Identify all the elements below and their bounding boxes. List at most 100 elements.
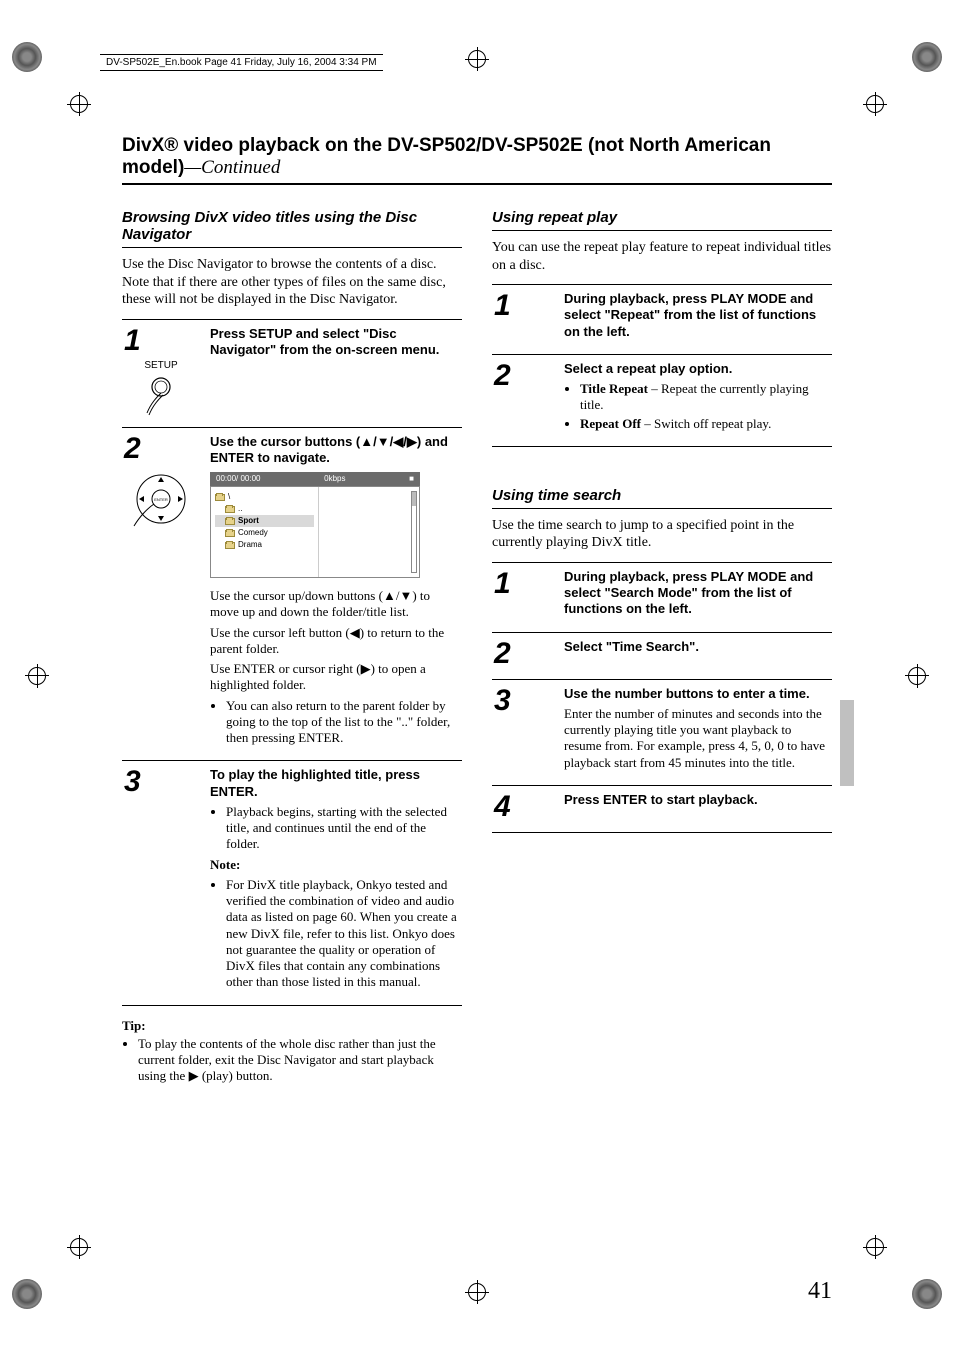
intro-text: Use the Disc Navigator to browse the con… [122,256,462,309]
step-bullet: You can also return to the parent folder… [226,698,462,747]
step-heading: Select "Time Search". [564,639,832,655]
registration-mark-icon [70,1238,88,1256]
step-1: 1 SETUP Press SETUP and sele [122,320,462,428]
option-desc: – Switch off repeat play. [641,416,771,431]
repeat-step-2: 2 Select a repeat play option. Title Rep… [492,355,832,447]
tip-block: Tip: To play the contents of the whole d… [122,1018,462,1085]
tip-text: To play the contents of the whole disc r… [138,1036,462,1085]
registration-mark-icon [866,95,884,113]
option-label: Title Repeat [580,381,648,396]
registration-mark-icon [866,1238,884,1256]
step-heading: Press SETUP and select "Disc Navigator" … [210,326,462,359]
text-fragment: Use the cursor buttons ( [210,434,360,449]
registration-mark-icon [468,1283,486,1301]
step-number: 2 [124,434,141,464]
step-text: Use ENTER or cursor right (▶) to open a … [210,661,462,694]
step-heading: Press ENTER to start playback. [564,792,832,808]
step-bullet: Playback begins, starting with the selec… [226,804,462,853]
svg-text:ENTER: ENTER [154,497,168,502]
cursor-pad-icon: ENTER [132,468,190,528]
setup-label: SETUP [144,360,177,371]
folder-icon [225,518,235,525]
step-number: 2 [494,361,511,391]
step-3: 3 To play the highlighted title, press E… [122,761,462,1005]
nav-kbps: 0kbps [324,474,345,484]
folder-icon [225,530,235,537]
step-heading: Use the number buttons to enter a time. [564,686,832,702]
intro-text: You can use the repeat play feature to r… [492,239,832,274]
right-arrow-icon: ▶ [361,661,371,676]
text-fragment: Use the cursor left button ( [210,625,350,640]
folder-name: Drama [238,540,262,550]
down-arrow-icon: ▼ [377,434,390,449]
step-text: Enter the number of minutes and seconds … [564,706,832,771]
up-arrow-icon: ▲ [383,588,396,603]
page-content: DivX® video playback on the DV-SP502/DV-… [122,135,832,1085]
scrollbar [411,491,417,573]
text-fragment: (play) button. [199,1068,273,1083]
text-fragment: Use the cursor up/down buttons ( [210,588,383,603]
intro-text: Use the time search to jump to a specifi… [492,517,832,552]
folder-icon [215,494,225,501]
section-heading-repeat: Using repeat play [492,209,832,231]
down-arrow-icon: ▼ [399,588,412,603]
step-2: 2 ENTER [122,428,462,762]
folder-icon [225,506,235,513]
option-label: Repeat Off [580,416,641,431]
timesearch-step-2: 2 Select "Time Search". [492,633,832,680]
step-heading: Use the cursor buttons (▲/▼/◀/▶) and ENT… [210,434,462,467]
left-arrow-icon: ◀ [393,434,403,449]
step-heading: During playback, press PLAY MODE and sel… [564,291,832,340]
document-header: DV-SP502E_En.book Page 41 Friday, July 1… [100,54,383,71]
nav-time: 00:00/ 00:00 [216,474,260,484]
text-fragment: Use ENTER or cursor right ( [210,661,361,676]
timesearch-step-4: 4 Press ENTER to start playback. [492,786,832,833]
step-number: 3 [494,686,511,716]
note-bullet: For DivX title playback, Onkyo tested an… [226,877,462,991]
crop-mark-icon [12,42,42,72]
step-number: 3 [124,767,141,797]
step-text: Use the cursor left button (◀) to return… [210,625,462,658]
registration-mark-icon [28,667,46,685]
crop-mark-icon [912,42,942,72]
timesearch-step-1: 1 During playback, press PLAY MODE and s… [492,563,832,633]
stop-icon: ■ [409,474,414,484]
registration-mark-icon [70,95,88,113]
step-heading: To play the highlighted title, press ENT… [210,767,462,800]
folder-name: \ [228,492,230,502]
text-fragment: To play the contents of the whole disc r… [138,1036,436,1084]
registration-mark-icon [468,50,486,68]
crop-mark-icon [912,1279,942,1309]
folder-list: \ .. Sport Comedy Drama [211,487,319,577]
step-heading: During playback, press PLAY MODE and sel… [564,569,832,618]
right-arrow-icon: ▶ [407,434,417,449]
page-number: 41 [808,1278,832,1305]
page-title-continued: —Continued [184,157,280,178]
play-icon: ▶ [189,1068,199,1083]
registration-mark-icon [908,667,926,685]
setup-button-icon: SETUP [139,360,183,417]
option-bullet: Title Repeat – Repeat the currently play… [580,381,832,414]
page-title-block: DivX® video playback on the DV-SP502/DV-… [122,135,832,185]
left-column: Browsing DivX video titles using the Dis… [122,209,462,1085]
left-arrow-icon: ◀ [350,625,360,640]
crop-mark-icon [12,1279,42,1309]
section-heading-disc-navigator: Browsing DivX video titles using the Dis… [122,209,462,248]
folder-icon [225,542,235,549]
step-number: 4 [494,792,511,822]
folder-name: Comedy [238,528,268,538]
disc-navigator-figure: 00:00/ 00:00 0kbps ■ \ .. Sport Comedy [210,472,420,578]
section-heading-time-search: Using time search [492,487,832,509]
timesearch-step-3: 3 Use the number buttons to enter a time… [492,680,832,786]
repeat-step-1: 1 During playback, press PLAY MODE and s… [492,285,832,355]
step-heading: Select a repeat play option. [564,361,832,377]
folder-name: .. [238,504,242,514]
tip-label: Tip: [122,1018,146,1033]
up-arrow-icon: ▲ [360,434,373,449]
folder-name: Sport [238,516,259,526]
step-number: 2 [494,639,511,669]
option-bullet: Repeat Off – Switch off repeat play. [580,416,832,432]
right-column: Using repeat play You can use the repeat… [492,209,832,1085]
step-number: 1 [124,326,141,356]
step-number: 1 [494,291,511,321]
